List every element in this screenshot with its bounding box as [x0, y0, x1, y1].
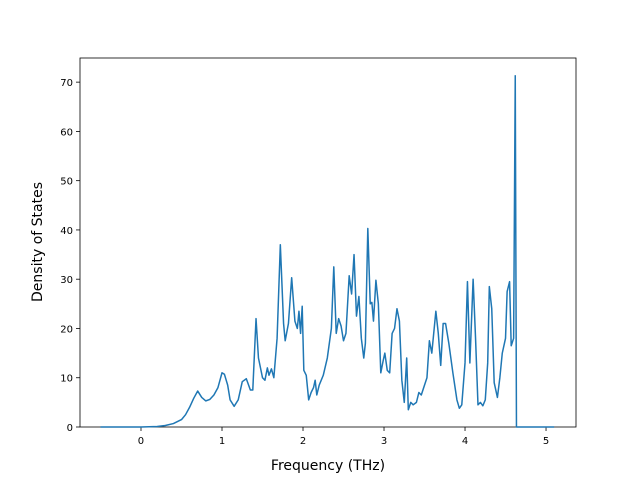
x-tick-label: 1 — [219, 436, 225, 447]
x-tick-label: 0 — [138, 436, 144, 447]
y-tick-label: 70 — [60, 78, 73, 89]
x-tick-label: 2 — [300, 436, 306, 447]
y-tick-label: 0 — [67, 423, 73, 434]
x-tick-label: 5 — [543, 436, 549, 447]
y-tick-label: 30 — [60, 275, 73, 286]
x-axis-label: Frequency (THz) — [271, 458, 385, 474]
x-tick-label: 4 — [462, 436, 468, 447]
y-tick-label: 60 — [60, 127, 73, 138]
x-tick-label: 3 — [381, 436, 387, 447]
y-tick-label: 10 — [60, 374, 73, 385]
plot-frame — [79, 57, 577, 428]
y-tick-label: 40 — [60, 226, 73, 237]
y-tick-label: 50 — [60, 177, 73, 188]
y-axis-label: Density of States — [30, 182, 46, 302]
data-line — [100, 74, 555, 428]
y-tick-label: 20 — [60, 324, 73, 335]
